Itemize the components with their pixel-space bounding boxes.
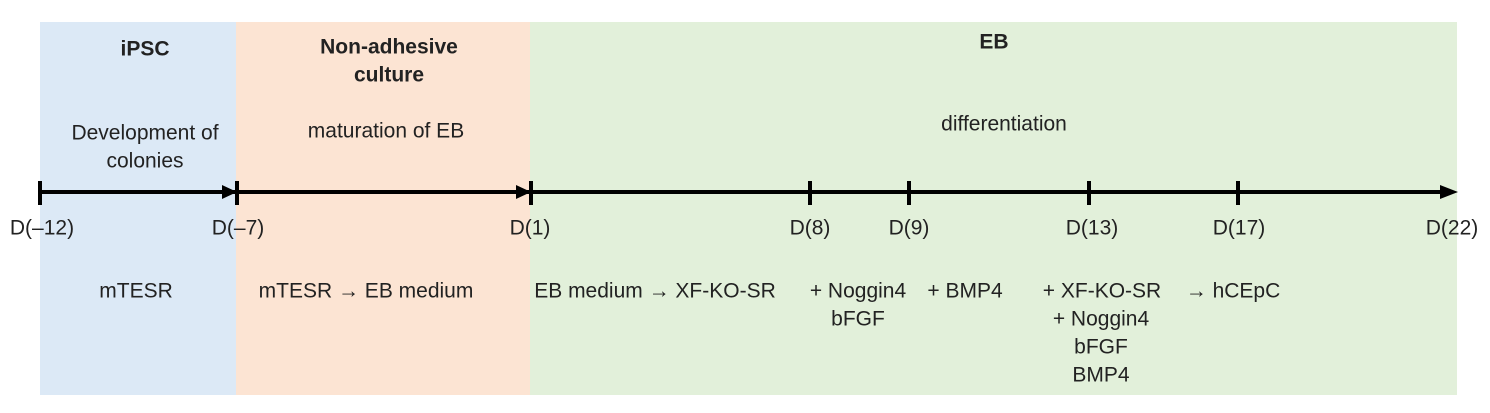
arrowhead: [1440, 185, 1458, 199]
timepoint-label: D(17): [1213, 217, 1266, 240]
phase-eb-bg: [530, 22, 1457, 395]
phase-description: Development of: [71, 122, 218, 145]
arrowhead: [516, 185, 531, 199]
timepoint-label: D(1): [510, 217, 551, 240]
medium-label: + Noggin4: [810, 280, 907, 303]
arrowhead: [222, 185, 237, 199]
medium-label: EB medium → XF-KO-SR: [534, 280, 776, 303]
phase-title: iPSC: [120, 38, 169, 61]
medium-label: + XF-KO-SR: [1043, 280, 1161, 303]
timepoint-label: D(9): [889, 217, 930, 240]
phase-title: EB: [979, 31, 1008, 54]
timepoint-label: D(13): [1066, 217, 1119, 240]
phase-description: maturation of EB: [308, 120, 464, 143]
media-labels: mTESR mTESR → EB medium EB medium → XF-K…: [99, 280, 1280, 387]
timepoint-label: D(8): [790, 217, 831, 240]
phase-title: culture: [354, 64, 424, 87]
medium-label: → hCEpC: [1186, 280, 1281, 303]
medium-label: mTESR → EB medium: [259, 280, 474, 303]
timepoint-label: D(–12): [10, 217, 74, 240]
medium-label: + Noggin4: [1053, 308, 1150, 331]
medium-label: BMP4: [1072, 364, 1130, 387]
timepoint-label: D(22): [1426, 217, 1479, 240]
phase-nonadhesive-bg: [236, 22, 530, 395]
timepoint-label: D(–7): [212, 217, 265, 240]
phase-ipsc-bg: [40, 22, 236, 395]
medium-label: + BMP4: [927, 280, 1003, 303]
medium-label: bFGF: [1074, 336, 1128, 359]
timeline: [38, 181, 1446, 205]
phase-description: differentiation: [941, 113, 1067, 136]
medium-label: bFGF: [831, 308, 885, 331]
medium-label: mTESR: [99, 280, 173, 303]
phase-title: Non-adhesive: [320, 36, 458, 59]
timepoint-labels: D(–12) D(–7) D(1) D(8) D(9) D(13) D(17) …: [10, 217, 1478, 240]
phase-description: colonies: [106, 150, 183, 173]
